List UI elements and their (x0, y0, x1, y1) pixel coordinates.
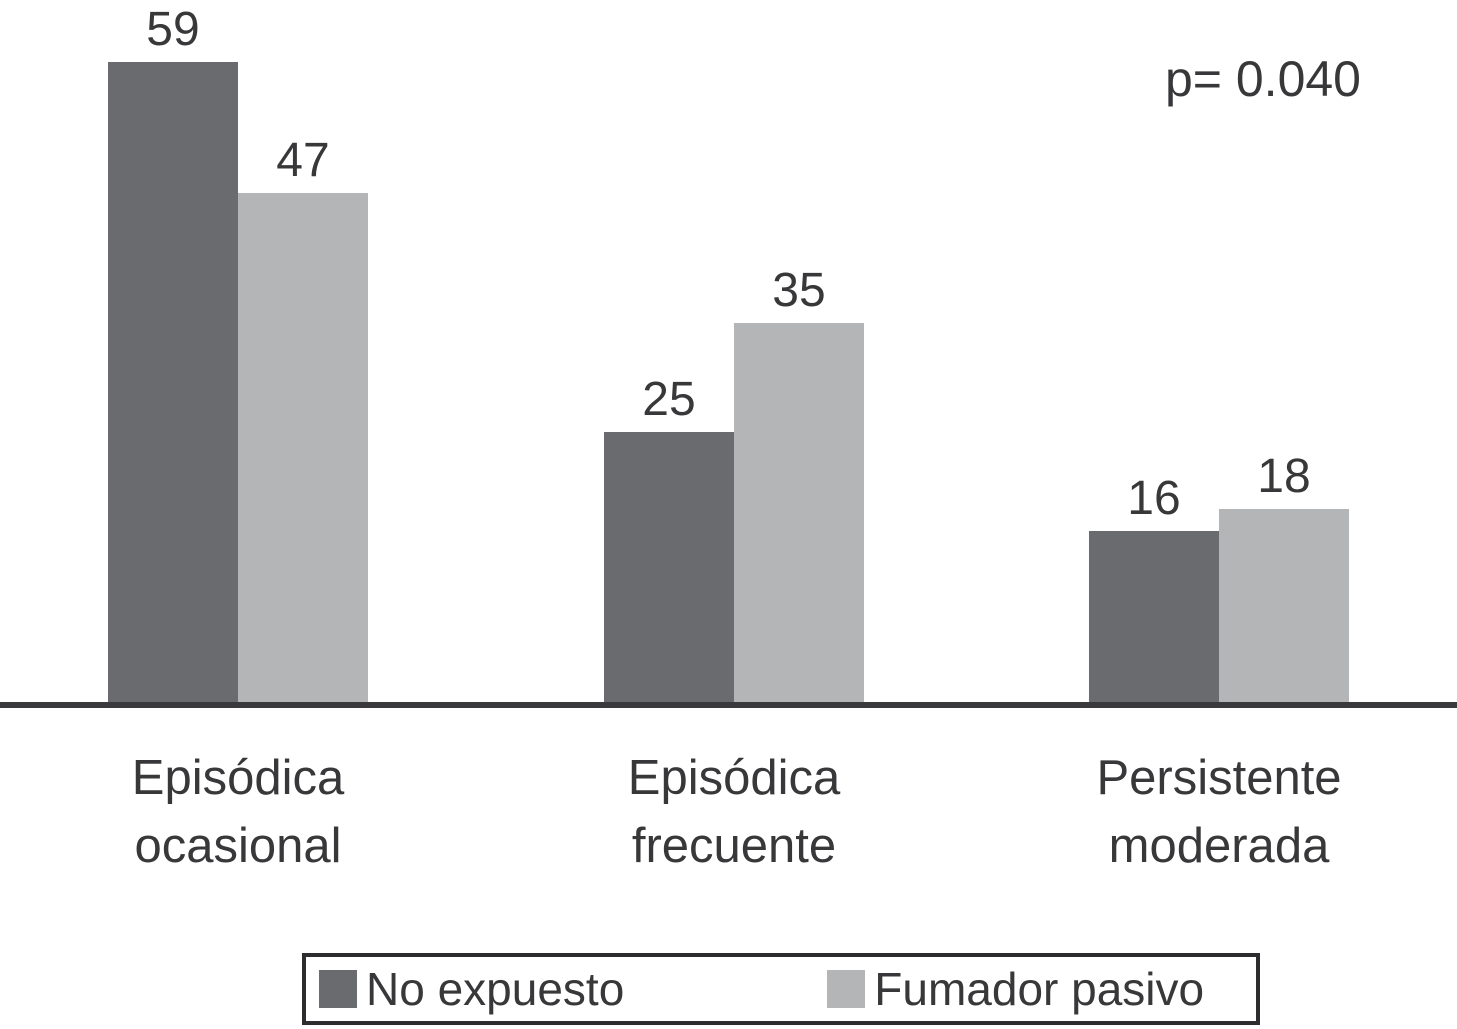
bar-series1-cat1 (734, 323, 864, 705)
category-label-0: Episódica ocasional (131, 751, 345, 873)
bar-series1-cat0 (238, 193, 368, 705)
legend-swatch-fumador-pasivo (827, 970, 866, 1008)
bar-value-label-series0-cat2: 16 (1127, 472, 1181, 525)
p-value-annotation: p= 0.040 (1164, 51, 1361, 107)
category-label-1: Episódica frecuente (627, 751, 841, 873)
legend-swatch-no-expuesto (319, 970, 357, 1008)
legend-item-fumador-pasivo: Fumador pasivo (827, 962, 1204, 1016)
bar-value-label-series1-cat1: 35 (772, 264, 826, 317)
bar-series0-cat2 (1089, 531, 1219, 705)
bar-series0-cat0 (108, 62, 238, 705)
bar-series0-cat1 (604, 432, 734, 705)
category-label-2: Persistente moderada (1096, 751, 1342, 873)
legend-label-no-expuesto: No expuesto (366, 963, 625, 1015)
plot-area: 59 47 25 35 16 18 (108, 3, 1349, 705)
legend-item-no-expuesto: No expuesto (319, 962, 624, 1016)
bar-value-label-series0-cat1: 25 (642, 373, 696, 426)
bar-value-label-series1-cat0: 47 (276, 134, 330, 187)
bar-value-label-series1-cat2: 18 (1257, 450, 1311, 503)
x-axis-line (0, 702, 1457, 708)
legend: No expuesto Fumador pasivo (302, 953, 1260, 1025)
bar-value-label-series0-cat0: 59 (146, 3, 200, 56)
bar-series1-cat2 (1219, 509, 1349, 705)
legend-label-fumador-pasivo: Fumador pasivo (874, 963, 1205, 1015)
